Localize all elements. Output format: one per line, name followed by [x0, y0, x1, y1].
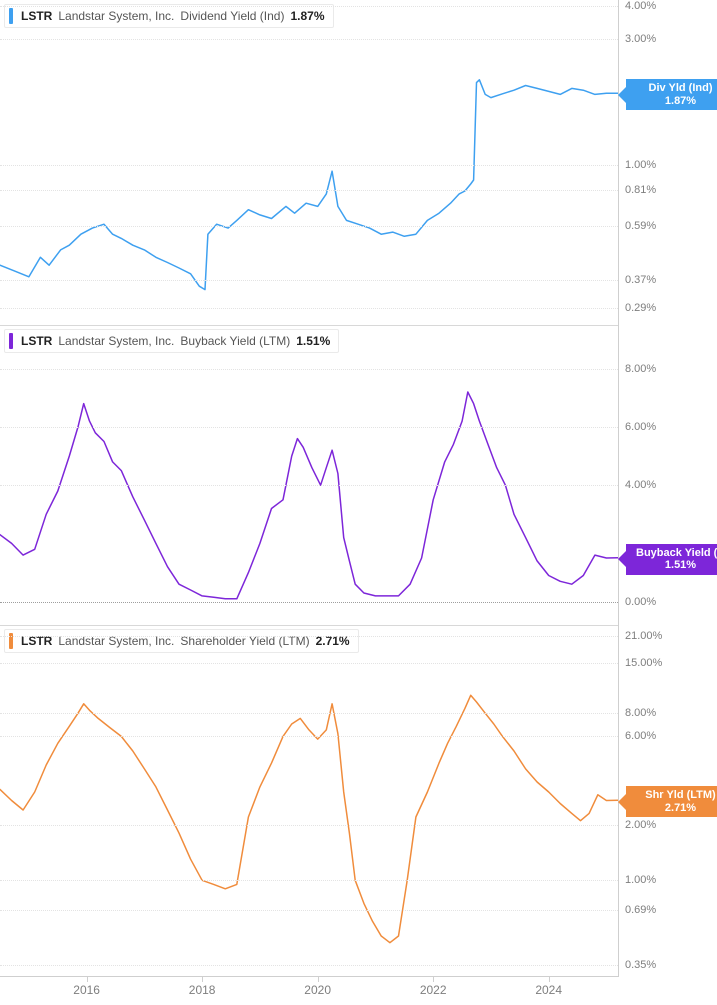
grid-line	[0, 736, 618, 737]
grid-line	[0, 280, 618, 281]
legend-metric: Dividend Yield (Ind)	[180, 9, 284, 23]
y-tick-label: 2.00%	[625, 819, 656, 831]
legend-bby[interactable]: LSTR Landstar System, Inc. Buyback Yield…	[4, 329, 339, 353]
flag-title: Shr Yld (LTM)	[636, 789, 717, 802]
legend-ticker: LSTR	[21, 9, 52, 23]
y-tick-label: 0.37%	[625, 274, 656, 286]
x-tick-label: 2022	[420, 983, 447, 997]
grid-line	[0, 308, 618, 309]
grid-line	[0, 39, 618, 40]
y-tick-label: 8.00%	[625, 363, 656, 375]
plot-area-shr[interactable]: LSTR Landstar System, Inc. Shareholder Y…	[0, 625, 618, 977]
legend-metric: Buyback Yield (LTM)	[180, 334, 290, 348]
y-tick-label: 0.81%	[625, 184, 656, 196]
y-tick-label: 0.35%	[625, 959, 656, 971]
x-tick-mark	[318, 977, 319, 982]
flag-title: Buyback Yield (LTM)	[636, 547, 717, 560]
legend-div[interactable]: LSTR Landstar System, Inc. Dividend Yiel…	[4, 4, 334, 28]
panel-dividend-yield[interactable]: LSTR Landstar System, Inc. Dividend Yiel…	[0, 0, 717, 325]
plot-area-bby[interactable]: LSTR Landstar System, Inc. Buyback Yield…	[0, 325, 618, 625]
flag-value: 2.71%	[636, 802, 717, 815]
grid-line	[0, 190, 618, 191]
legend-value: 1.51%	[296, 334, 330, 348]
x-tick-mark	[549, 977, 550, 982]
grid-line	[0, 226, 618, 227]
legend-name: Landstar System, Inc.	[58, 334, 174, 348]
legend-ticker: LSTR	[21, 334, 52, 348]
y-tick-label: 0.29%	[625, 302, 656, 314]
y-axis-div[interactable]: 0.29% 0.37% 0.59% 0.81% 1.00% 3.00% 4.00%	[618, 0, 717, 325]
line-series-div	[0, 0, 618, 325]
grid-line	[0, 965, 618, 966]
flag-value: 1.51%	[636, 559, 717, 572]
value-flag-bby: Buyback Yield (LTM) 1.51%	[626, 544, 717, 575]
value-flag-shr: Shr Yld (LTM) 2.71%	[626, 786, 717, 817]
x-tick-label: 2020	[304, 983, 331, 997]
grid-line	[0, 6, 618, 7]
x-tick-label: 2018	[189, 983, 216, 997]
x-tick-label: 2024	[535, 983, 562, 997]
y-tick-label: 6.00%	[625, 421, 656, 433]
legend-swatch-div	[9, 8, 13, 24]
y-tick-label: 21.00%	[625, 630, 662, 642]
y-tick-label: 3.00%	[625, 33, 656, 45]
grid-line	[0, 369, 618, 370]
x-tick-mark	[87, 977, 88, 982]
legend-shr[interactable]: LSTR Landstar System, Inc. Shareholder Y…	[4, 629, 359, 653]
line-series-bby	[0, 325, 618, 625]
panel-buyback-yield[interactable]: LSTR Landstar System, Inc. Buyback Yield…	[0, 325, 717, 625]
grid-line	[0, 880, 618, 881]
y-tick-label: 6.00%	[625, 730, 656, 742]
legend-value: 1.87%	[290, 9, 324, 23]
y-tick-label: 0.00%	[625, 596, 656, 608]
y-axis-bby[interactable]: 0.00% 4.00% 6.00% 8.00%	[618, 325, 717, 625]
flag-title: Div Yld (Ind)	[636, 82, 717, 95]
y-tick-label: 4.00%	[625, 0, 656, 12]
plot-area-div[interactable]: LSTR Landstar System, Inc. Dividend Yiel…	[0, 0, 618, 325]
grid-line	[0, 713, 618, 714]
flag-value: 1.87%	[636, 95, 717, 108]
line-series-shr	[0, 625, 618, 977]
grid-line	[0, 485, 618, 486]
grid-line	[0, 165, 618, 166]
grid-line	[0, 427, 618, 428]
value-flag-div: Div Yld (Ind) 1.87%	[626, 79, 717, 110]
x-tick-label: 2016	[73, 983, 100, 997]
grid-line	[0, 636, 618, 637]
y-tick-label: 8.00%	[625, 707, 656, 719]
chart-stack: LSTR Landstar System, Inc. Dividend Yiel…	[0, 0, 717, 1005]
panel-shareholder-yield[interactable]: LSTR Landstar System, Inc. Shareholder Y…	[0, 625, 717, 977]
y-tick-label: 1.00%	[625, 874, 656, 886]
y-tick-label: 0.69%	[625, 904, 656, 916]
legend-name: Landstar System, Inc.	[58, 9, 174, 23]
x-tick-mark	[202, 977, 203, 982]
zero-line	[0, 602, 618, 603]
legend-swatch-bby	[9, 333, 13, 349]
y-tick-label: 1.00%	[625, 159, 656, 171]
y-tick-label: 4.00%	[625, 479, 656, 491]
y-tick-label: 0.59%	[625, 220, 656, 232]
grid-line	[0, 910, 618, 911]
grid-line	[0, 825, 618, 826]
y-tick-label: 15.00%	[625, 657, 662, 669]
grid-line	[0, 663, 618, 664]
x-tick-mark	[433, 977, 434, 982]
x-axis[interactable]: 2016 2018 2020 2022 2024	[0, 976, 618, 1005]
